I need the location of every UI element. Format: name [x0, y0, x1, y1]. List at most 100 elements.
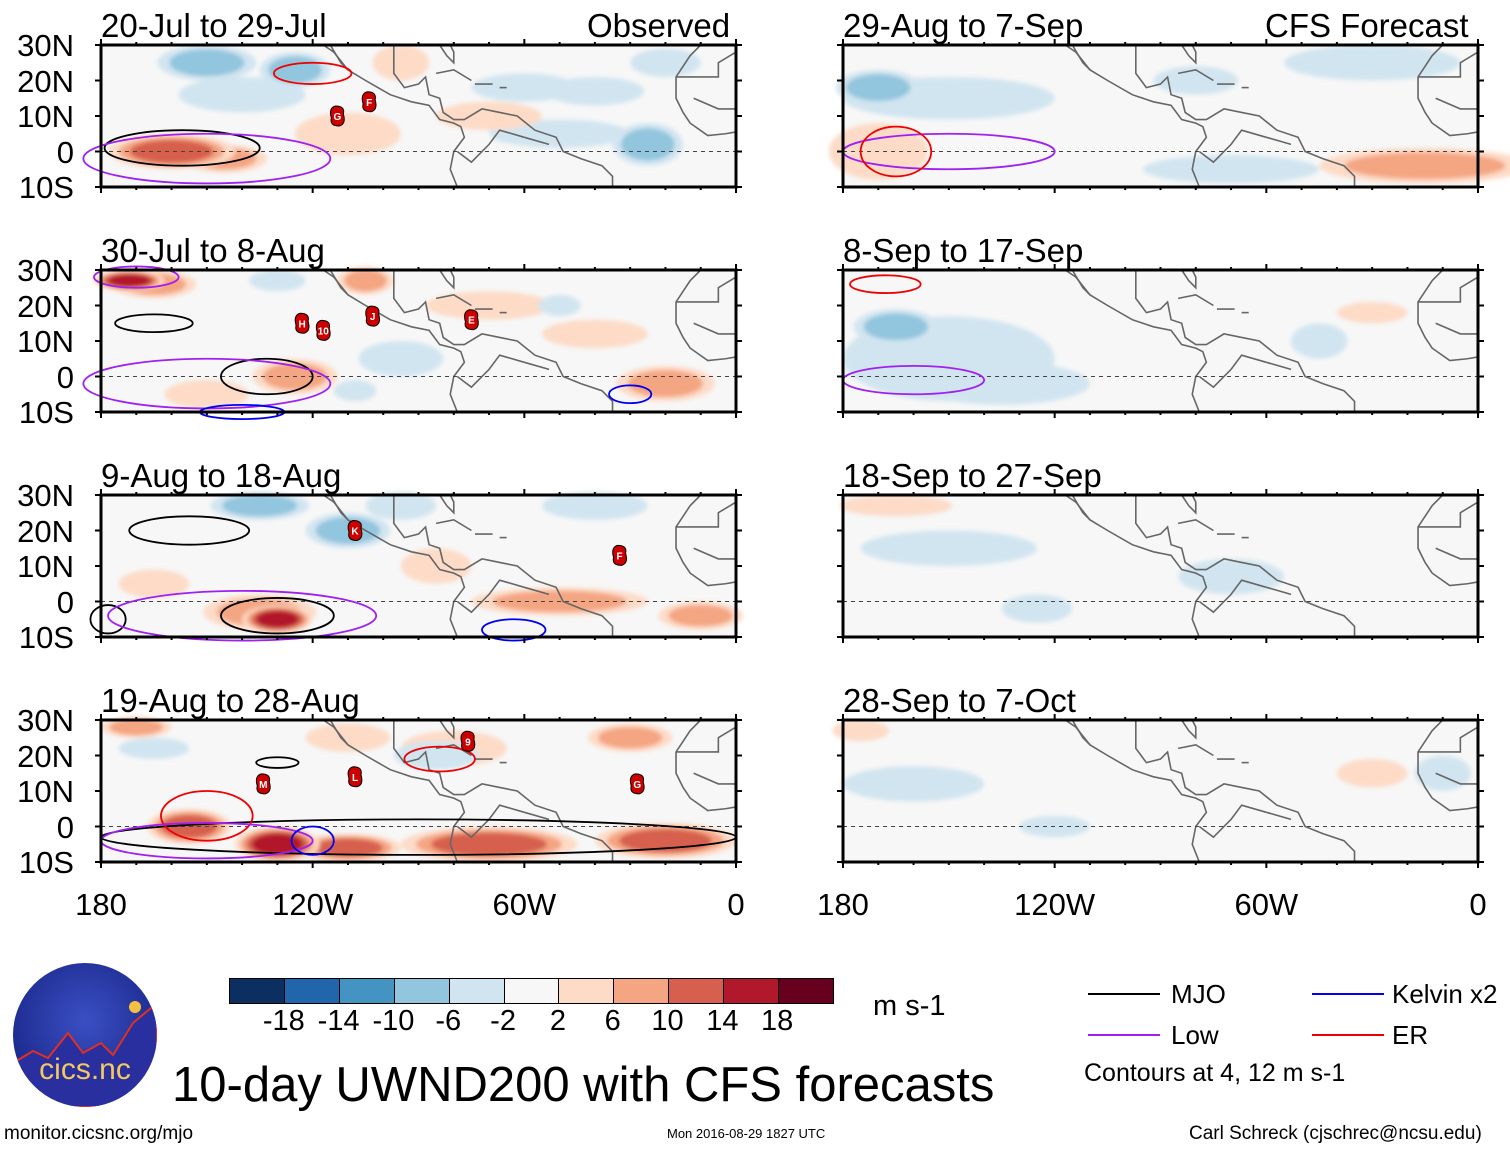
legend-label-low: Low: [1171, 1020, 1219, 1050]
colorbar-tick-label: -2: [490, 1005, 516, 1037]
legend-label-er: ER: [1392, 1020, 1429, 1050]
coastline: [675, 269, 737, 362]
map-panel: [832, 714, 1484, 868]
colorbar-swatch: [393, 979, 449, 1003]
wind-anomaly-shading: [118, 737, 190, 760]
coastline: [1177, 744, 1214, 757]
wind-anomaly-shading: [256, 610, 299, 628]
colorbar-swatch: [613, 979, 669, 1003]
coastline: [1180, 719, 1197, 740]
coastline: [1417, 269, 1479, 362]
contour-low: [82, 132, 332, 185]
lat-tick-label: 10S: [18, 170, 74, 205]
storm-label: M: [259, 780, 267, 791]
storm-label: F: [366, 98, 372, 109]
wind-anomaly-shading: [178, 76, 306, 113]
wind-anomaly-shading: [222, 494, 298, 517]
coastline: [1177, 69, 1214, 82]
colorbar-tick-label: -6: [435, 1005, 462, 1037]
colorbar-swatch: [723, 979, 779, 1003]
colorbar-swatch: [558, 979, 614, 1003]
wind-anomaly-shading: [118, 569, 190, 598]
lon-tick-label: 0: [727, 887, 745, 922]
coastline: [524, 586, 550, 596]
contour-er: [272, 61, 353, 85]
wind-anomaly-shading: [832, 720, 889, 742]
contour-kelvin: [290, 825, 335, 856]
wind-anomaly-shading: [597, 726, 663, 749]
wind-anomaly-shading: [249, 270, 306, 292]
coastline: [1417, 44, 1479, 137]
storm-label: G: [633, 780, 641, 791]
coastline: [393, 270, 614, 412]
colorbar-units: m s-1: [873, 990, 946, 1022]
wind-anomaly-shading: [913, 362, 1090, 405]
coastline: [675, 719, 737, 812]
coastline: [676, 276, 737, 303]
map-panel: M L 9 G: [95, 714, 742, 868]
wind-anomaly-shading: [489, 119, 631, 148]
legend-label-mjo: MJO: [1171, 979, 1226, 1009]
wind-anomaly-shading: [668, 604, 733, 627]
storm-label: H: [298, 319, 305, 330]
coastline: [329, 269, 349, 296]
coastline: [435, 69, 472, 82]
coastline: [1435, 547, 1478, 560]
colorbar-swatch: [448, 979, 504, 1003]
wind-anomaly-shading: [620, 128, 675, 161]
coastline: [693, 97, 736, 110]
storm-label: 9: [465, 737, 471, 748]
coastline: [676, 51, 737, 78]
contour-mjo: [128, 515, 251, 546]
lat-tick-label: 20N: [17, 738, 74, 774]
coastline: [1071, 44, 1091, 71]
hurricane-icon: K: [347, 519, 363, 542]
hurricane-icon: E: [464, 309, 479, 331]
figure-title: 10-day UWND200 with CFS forecasts: [172, 1058, 995, 1112]
wind-anomaly-shading: [846, 74, 911, 102]
contour-kelvin: [608, 384, 653, 405]
colorbar-swatch: [338, 979, 394, 1003]
coastline: [1071, 494, 1091, 521]
wind-anomaly-shading: [1291, 323, 1348, 359]
contour-low: [107, 589, 378, 642]
coastline: [693, 772, 736, 785]
lat-tick-label: 10N: [17, 774, 74, 809]
coastline: [1418, 276, 1479, 303]
panel-title: 20-Jul to 29-Jul: [101, 7, 327, 44]
contour-mjo: [114, 313, 194, 334]
hurricane-icon: G: [329, 105, 345, 127]
coastline: [329, 494, 349, 521]
coastline: [524, 811, 550, 821]
legend-label-kelvin: Kelvin x2: [1392, 979, 1498, 1009]
wind-anomaly-shading: [333, 380, 377, 402]
contour-mjo: [220, 597, 335, 635]
coastline: [1417, 494, 1479, 587]
lat-tick-label: 30N: [17, 703, 74, 738]
coastline: [1064, 494, 1208, 638]
map-panel: GF: [82, 39, 742, 193]
wind-anomaly-shading: [108, 274, 151, 288]
contour-er: [859, 125, 933, 178]
coastline: [393, 720, 614, 862]
source-url[interactable]: monitor.cicsnc.org/mjo: [4, 1123, 194, 1144]
lat-tick-label: 30N: [17, 478, 74, 513]
legend-line-low: [1088, 1034, 1160, 1036]
colorbar-swatch: [503, 979, 559, 1003]
wind-anomaly-shading: [863, 313, 929, 341]
coastline: [1198, 804, 1267, 839]
wind-anomaly-shading: [425, 291, 553, 320]
contour-kelvin: [481, 618, 547, 642]
lat-tick-label: 0: [56, 134, 74, 170]
coastline: [438, 719, 455, 740]
wind-anomaly-shading: [545, 76, 645, 106]
wind-anomaly-shading: [431, 832, 548, 856]
coastline: [1418, 51, 1479, 78]
coastline: [1135, 45, 1356, 187]
wind-anomaly-shading: [295, 112, 401, 156]
observed-label: Observed: [587, 7, 731, 44]
coastline: [1266, 361, 1292, 371]
map-panel: [837, 264, 1484, 418]
wind-anomaly-shading: [541, 319, 648, 349]
storm-label: F: [617, 551, 623, 562]
